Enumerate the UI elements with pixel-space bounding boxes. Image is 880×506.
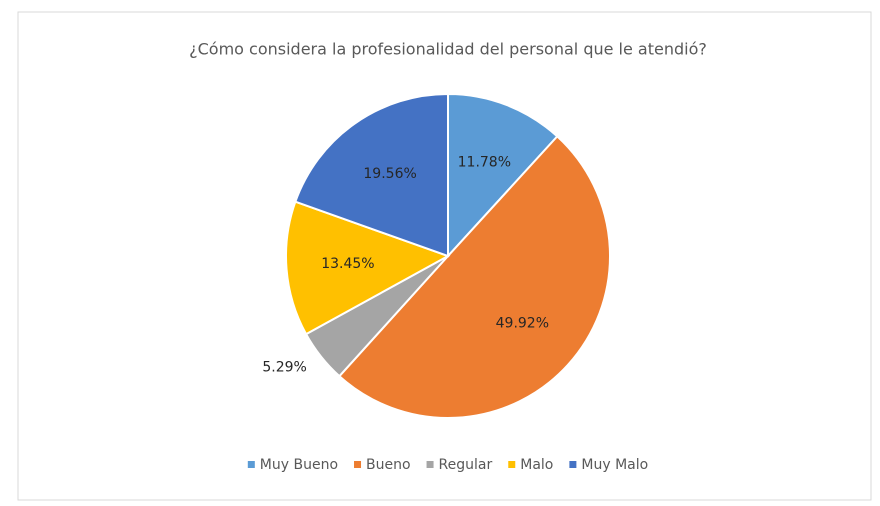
data-label: 49.92% [496, 316, 549, 332]
legend-label: Muy Malo [581, 457, 648, 473]
data-label: 5.29% [262, 360, 306, 376]
pie-slice [337, 134, 612, 420]
legend-label: Muy Bueno [260, 457, 338, 473]
legend-marker [354, 461, 362, 468]
legend-label: Bueno [366, 457, 411, 473]
pie-slice [447, 92, 559, 259]
pie-slice [294, 92, 449, 258]
chart-title: ¿Cómo considera la profesionalidad del p… [189, 40, 707, 59]
legend-label: Malo [520, 457, 553, 473]
legend-marker [508, 461, 516, 468]
data-label: 19.56% [363, 166, 416, 182]
legend-marker [247, 461, 255, 468]
data-label: 13.45% [321, 256, 374, 272]
legend-marker [569, 461, 577, 468]
legend-marker [426, 461, 434, 468]
data-label: 11.78% [458, 154, 511, 170]
pie-slice [285, 200, 451, 336]
legend-label: Regular [439, 457, 493, 473]
